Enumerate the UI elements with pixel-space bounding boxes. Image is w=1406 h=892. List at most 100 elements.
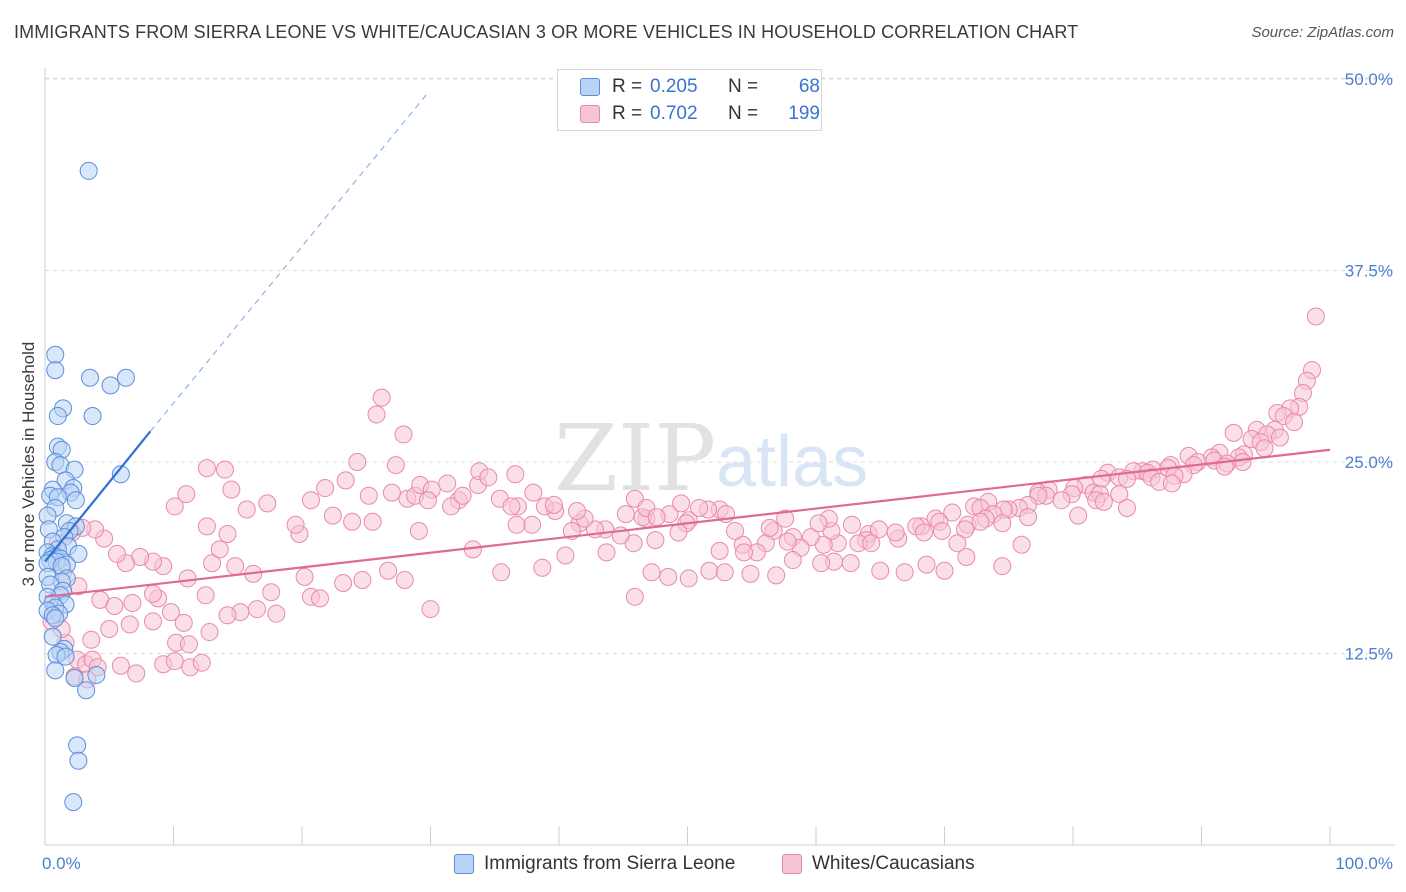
data-point-whites [442, 497, 461, 516]
data-point-whites [524, 483, 543, 502]
data-point-whites [174, 613, 193, 632]
data-point-whites [715, 563, 734, 582]
data-point-whites [100, 619, 119, 638]
data-point-whites [82, 630, 101, 649]
trend-line-sierra-leone-extension [149, 93, 428, 432]
data-point-whites [956, 520, 975, 539]
data-point-sierra-leone [69, 544, 88, 563]
data-point-whites [421, 600, 440, 619]
data-point-whites [1285, 413, 1304, 432]
data-point-whites [334, 574, 353, 593]
x-tick-label-min: 0.0% [42, 854, 81, 873]
data-point-whites [363, 512, 382, 531]
trend-lines [44, 93, 1331, 598]
data-point-whites [871, 561, 890, 580]
r-value-pink: 0.702 [650, 103, 698, 124]
data-point-whites [453, 486, 472, 505]
n-value-pink: 199 [788, 103, 820, 124]
data-point-sierra-leone [83, 407, 102, 426]
data-point-whites [111, 656, 130, 675]
data-point-whites [348, 453, 367, 471]
data-point-whites [886, 523, 905, 542]
data-point-whites [262, 583, 281, 602]
data-point-whites [1052, 491, 1071, 510]
pink-swatch [782, 854, 802, 874]
data-point-whites [301, 491, 320, 510]
r-label: R = [612, 76, 643, 97]
data-point-whites [395, 570, 414, 589]
data-point-whites [669, 523, 688, 542]
data-point-whites [192, 653, 211, 672]
data-point-whites [1069, 506, 1088, 525]
y-axis-label: 3 or more Vehicles in Household [19, 342, 38, 587]
data-point-whites [948, 534, 967, 553]
data-point-whites [105, 597, 124, 616]
data-point-whites [842, 515, 861, 534]
stats-legend: R = 0.205 N = 68 R = 0.702 N = 199 [557, 69, 822, 131]
data-point-whites [215, 460, 234, 479]
data-point-whites [523, 515, 542, 534]
data-point-whites [226, 557, 245, 576]
data-point-whites [1117, 498, 1136, 517]
data-point-whites [935, 561, 954, 580]
data-point-whites [323, 506, 342, 525]
data-point-whites [120, 615, 139, 634]
data-point-whites [1019, 508, 1038, 527]
axes [44, 68, 1395, 846]
data-point-whites [567, 502, 586, 521]
data-point-sierra-leone [68, 736, 87, 755]
data-point-whites [502, 497, 521, 516]
data-point-whites [642, 563, 661, 582]
data-point-whites [760, 518, 779, 537]
data-point-whites [218, 525, 237, 544]
blue-swatch [454, 854, 474, 874]
data-point-whites [143, 584, 162, 603]
data-point-whites [367, 405, 386, 424]
data-point-whites [1162, 474, 1181, 493]
data-point-whites [700, 561, 719, 580]
data-point-sierra-leone [111, 465, 130, 484]
data-point-whites [1306, 307, 1325, 326]
data-point-whites [809, 514, 828, 533]
data-point-whites [372, 388, 391, 407]
data-point-whites [556, 546, 575, 565]
y-tick-label: 25.0% [1345, 453, 1393, 472]
data-point-whites [143, 612, 162, 631]
data-point-whites [841, 554, 860, 573]
data-point-whites [1117, 469, 1136, 488]
data-point-whites [418, 491, 437, 510]
blue-swatch [580, 78, 600, 96]
y-tick-labels: 12.5% 25.0% 37.5% 50.0% [1345, 70, 1393, 664]
data-point-whites [409, 521, 428, 540]
data-point-whites [107, 544, 126, 563]
data-point-whites [932, 521, 951, 540]
data-point-sierra-leone [116, 368, 135, 387]
data-point-whites [359, 486, 378, 505]
data-point-sierra-leone [46, 609, 65, 628]
data-point-whites [778, 532, 797, 551]
data-point-sierra-leone [46, 345, 65, 364]
data-point-whites [507, 515, 526, 534]
data-point-whites [295, 567, 314, 586]
data-point-whites [679, 569, 698, 588]
data-point-whites [248, 600, 267, 619]
data-point-whites [310, 589, 329, 608]
data-point-whites [197, 517, 216, 536]
data-point-whites [533, 558, 552, 577]
data-point-whites [200, 623, 219, 642]
data-point-whites [776, 509, 795, 528]
data-point-whites [123, 593, 142, 612]
watermark: ZIP atlas [554, 405, 868, 512]
pink-series-points [42, 307, 1325, 689]
data-point-whites [767, 566, 786, 585]
data-point-whites [177, 485, 196, 504]
data-point-whites [993, 557, 1012, 576]
watermark-atlas: atlas [716, 422, 868, 502]
data-point-whites [343, 512, 362, 531]
data-point-whites [1255, 439, 1274, 458]
data-point-sierra-leone [64, 793, 83, 812]
data-point-whites [210, 540, 229, 559]
data-point-whites [479, 468, 498, 487]
x-tick-label-max: 100.0% [1335, 854, 1393, 873]
